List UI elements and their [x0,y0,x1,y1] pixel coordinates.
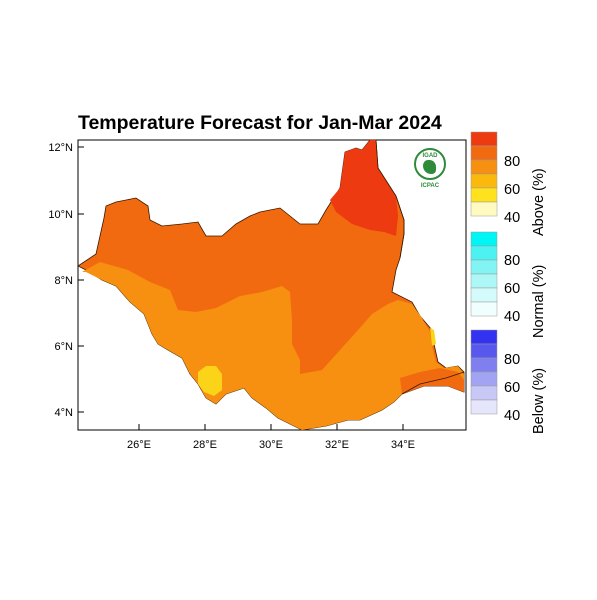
colorbar-above-label: Above (%) [531,168,547,236]
colorbar-swatch [470,159,498,175]
y-tick-label: 10°N [48,209,73,221]
colorbar-normal [470,231,498,317]
colorbar-swatch [470,385,498,401]
colorbar-swatch [470,273,498,289]
africa-icon [423,160,436,174]
high-zone-north-east [330,140,398,236]
logo-bottom-text: ICPAC [420,183,440,189]
colorbar-swatch [470,231,498,247]
colorbar-swatch [470,343,498,359]
x-tick-label: 30°E [259,439,283,451]
colorbar-swatch [470,201,498,217]
colorbar-tick: 40 [504,309,520,325]
colorbar-above [470,131,498,217]
y-tick-label: 12°N [48,142,73,154]
logo-ring [414,148,446,180]
y-tick-label: 8°N [55,275,74,287]
colorbar-tick: 40 [504,408,520,424]
colorbar-above-ticks: 80 60 40 [504,154,520,226]
x-axis: 26°E 28°E 30°E 32°E 34°E [127,424,415,451]
x-tick-label: 34°E [391,439,415,451]
colorbar-swatch [470,187,498,203]
colorbar-swatch [470,259,498,275]
colorbar-swatch [470,131,498,147]
colorbar-tick: 40 [504,210,520,226]
colorbar-swatch [470,145,498,161]
colorbar-below [470,329,498,415]
colorbar-tick: 80 [504,253,520,269]
colorbar-tick: 80 [504,352,520,368]
colorbar-tick: 60 [504,182,520,198]
x-tick-label: 32°E [325,439,349,451]
x-tick-label: 28°E [193,439,217,451]
igad-icpac-logo: IGAD ICPAC [412,148,448,198]
map-title: Temperature Forecast for Jan-Mar 2024 [78,112,442,134]
colorbar-normal-ticks: 80 60 40 [504,253,520,325]
border-line-south-east [401,371,465,395]
colorbar-below-ticks: 80 60 40 [504,352,520,424]
colorbar-swatch [470,173,498,189]
colorbar-tick: 80 [504,154,520,170]
border-line-east [375,139,405,259]
y-tick-label: 4°N [55,407,74,419]
low-zone-sliver-east [430,328,436,346]
colorbar-swatch [470,245,498,261]
colorbar-tick: 60 [504,281,520,297]
colorbar-below-label: Below (%) [531,368,547,434]
y-axis: 12°N 10°N 8°N 6°N 4°N [48,142,84,419]
colorbar-swatch [470,301,498,317]
lighter-zone-south-west [82,262,464,430]
logo-top-text: IGAD [422,153,438,159]
colorbar-swatch [470,287,498,303]
colorbar-swatch [470,371,498,387]
colorbar-swatch [470,357,498,373]
x-tick-label: 26°E [127,439,151,451]
y-tick-label: 6°N [55,341,74,353]
colorbar-normal-label: Normal (%) [531,265,547,338]
low-zone-patch [198,366,222,396]
colorbar-swatch [470,399,498,415]
colorbar-tick: 60 [504,380,520,396]
colorbar-swatch [470,329,498,345]
